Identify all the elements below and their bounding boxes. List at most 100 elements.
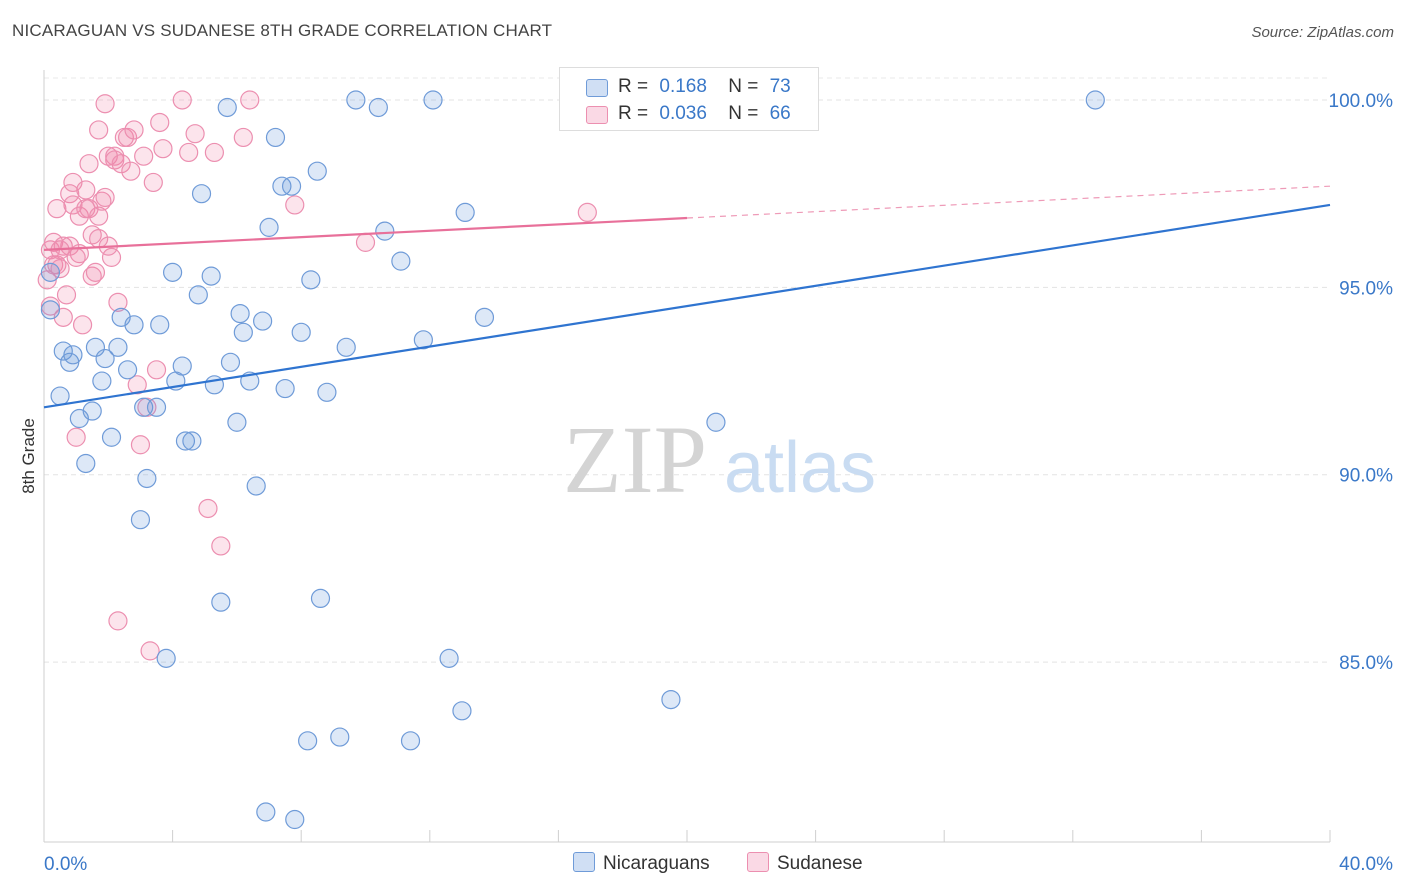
sudanese-point [85, 262, 106, 282]
sudanese-point [47, 255, 67, 275]
chart-title: NICARAGUAN VS SUDANESE 8TH GRADE CORRELA… [12, 21, 553, 40]
nicaraguans-point [76, 453, 96, 474]
nicaraguans-point [400, 731, 421, 751]
sudanese-point [134, 146, 154, 166]
nicaraguans-point [285, 809, 305, 830]
nicaraguans-points [40, 90, 1105, 830]
nicaraguans-point [92, 371, 112, 391]
sudanese-point [44, 232, 64, 252]
sudanese-point [140, 641, 160, 661]
x-tick-label: 40.0% [1339, 854, 1393, 875]
sudanese-point [204, 142, 224, 163]
y-tick-label: 95.0% [1339, 278, 1393, 299]
sudanese-point [127, 375, 147, 395]
legend-n-label: N = [728, 103, 759, 124]
bottom-legend-nicaraguans: Nicaraguans [573, 852, 710, 875]
sudanese-point [50, 259, 70, 279]
trend-lines [43, 185, 1331, 409]
nicaraguans-point [413, 330, 433, 350]
nicaraguans-point [211, 592, 231, 612]
nicaraguans-point [63, 345, 83, 365]
legend-n-value: 73 [769, 76, 791, 97]
y-tick-label: 100.0% [1329, 91, 1394, 112]
sudanese-point [92, 191, 112, 211]
sudanese-point [69, 206, 89, 226]
nicaraguans-point [661, 689, 681, 710]
nicaraguans-point [182, 431, 202, 451]
nicaraguans-point [188, 285, 208, 305]
nicaraguans-point [233, 322, 253, 342]
nicaraguans-point [246, 476, 266, 496]
sudanese-point [108, 292, 128, 312]
sudanese-point [89, 206, 109, 226]
sudanese-point [95, 187, 115, 208]
nicaraguans-point [391, 251, 411, 271]
nicaraguans-point [346, 90, 366, 110]
legend-swatch-blue [573, 852, 595, 872]
nicaraguans-trend-line [43, 203, 1331, 409]
nicaraguans-point [336, 337, 356, 357]
sudanese-point [185, 124, 205, 144]
watermark-zip: ZIP [563, 406, 707, 513]
nicaraguans-point [175, 431, 196, 451]
nicaraguans-point [150, 315, 170, 335]
nicaraguans-point [455, 202, 475, 223]
sudanese-point [146, 360, 167, 380]
sudanese-point [63, 195, 83, 215]
nicaraguans-point [53, 341, 73, 361]
sudanese-point [60, 236, 80, 256]
nicaraguans-point [40, 300, 61, 320]
nicaraguans-point [291, 322, 311, 342]
legend-n-label: N = [728, 76, 759, 97]
nicaraguans-point [40, 262, 61, 282]
nicaraguans-point [1085, 90, 1105, 110]
sudanese-point [172, 90, 192, 110]
nicaraguans-point [281, 176, 302, 196]
nicaraguans-point [423, 90, 443, 110]
watermark-atlas: atlas [724, 428, 876, 508]
nicaraguans-point [452, 701, 472, 721]
nicaraguans-point [265, 127, 286, 148]
source-label: Source: ZipAtlas.com [1251, 24, 1394, 41]
nicaraguans-point [317, 382, 337, 402]
sudanese-point [72, 315, 93, 335]
sudanese-point [66, 247, 86, 267]
nicaraguans-point [101, 427, 122, 447]
y-axis-label: 8th Grade [19, 418, 38, 494]
sudanese-point [577, 202, 597, 223]
nicaraguans-point [117, 360, 138, 380]
legend-n-value: 66 [769, 103, 791, 124]
nicaraguans-point [156, 648, 176, 668]
nicaraguans-point [298, 731, 318, 751]
nicaraguans-point [220, 352, 241, 372]
nicaraguans-point [50, 386, 70, 406]
sudanese-point [179, 142, 199, 163]
sudanese-trend-extension [686, 185, 1331, 219]
sudanese-point [82, 266, 102, 286]
sudanese-point [198, 498, 218, 519]
legend-swatch-pink [586, 106, 608, 124]
legend-label-nicaraguans: Nicaraguans [603, 853, 710, 874]
sudanese-point [47, 199, 67, 219]
nicaraguans-point [439, 648, 459, 668]
sudanese-point [355, 232, 376, 252]
nicaraguans-point [191, 184, 212, 204]
nicaraguans-point [163, 262, 183, 282]
nicaraguans-point [368, 97, 388, 118]
sudanese-point [79, 154, 99, 174]
y-tick-label: 90.0% [1339, 466, 1393, 487]
sudanese-point [60, 184, 80, 204]
legend-swatch-blue [586, 79, 608, 97]
x-tick-label: 0.0% [44, 854, 87, 875]
sudanese-point [285, 195, 305, 215]
sudanese-point [143, 172, 163, 193]
nicaraguans-point [146, 397, 167, 417]
nicaraguans-point [217, 97, 237, 118]
nicaraguans-point [474, 307, 495, 327]
sudanese-point [121, 161, 141, 181]
legend-r-label: R = [618, 76, 649, 97]
nicaraguans-point [227, 412, 247, 432]
sudanese-points [37, 90, 597, 661]
sudanese-point [124, 120, 144, 140]
